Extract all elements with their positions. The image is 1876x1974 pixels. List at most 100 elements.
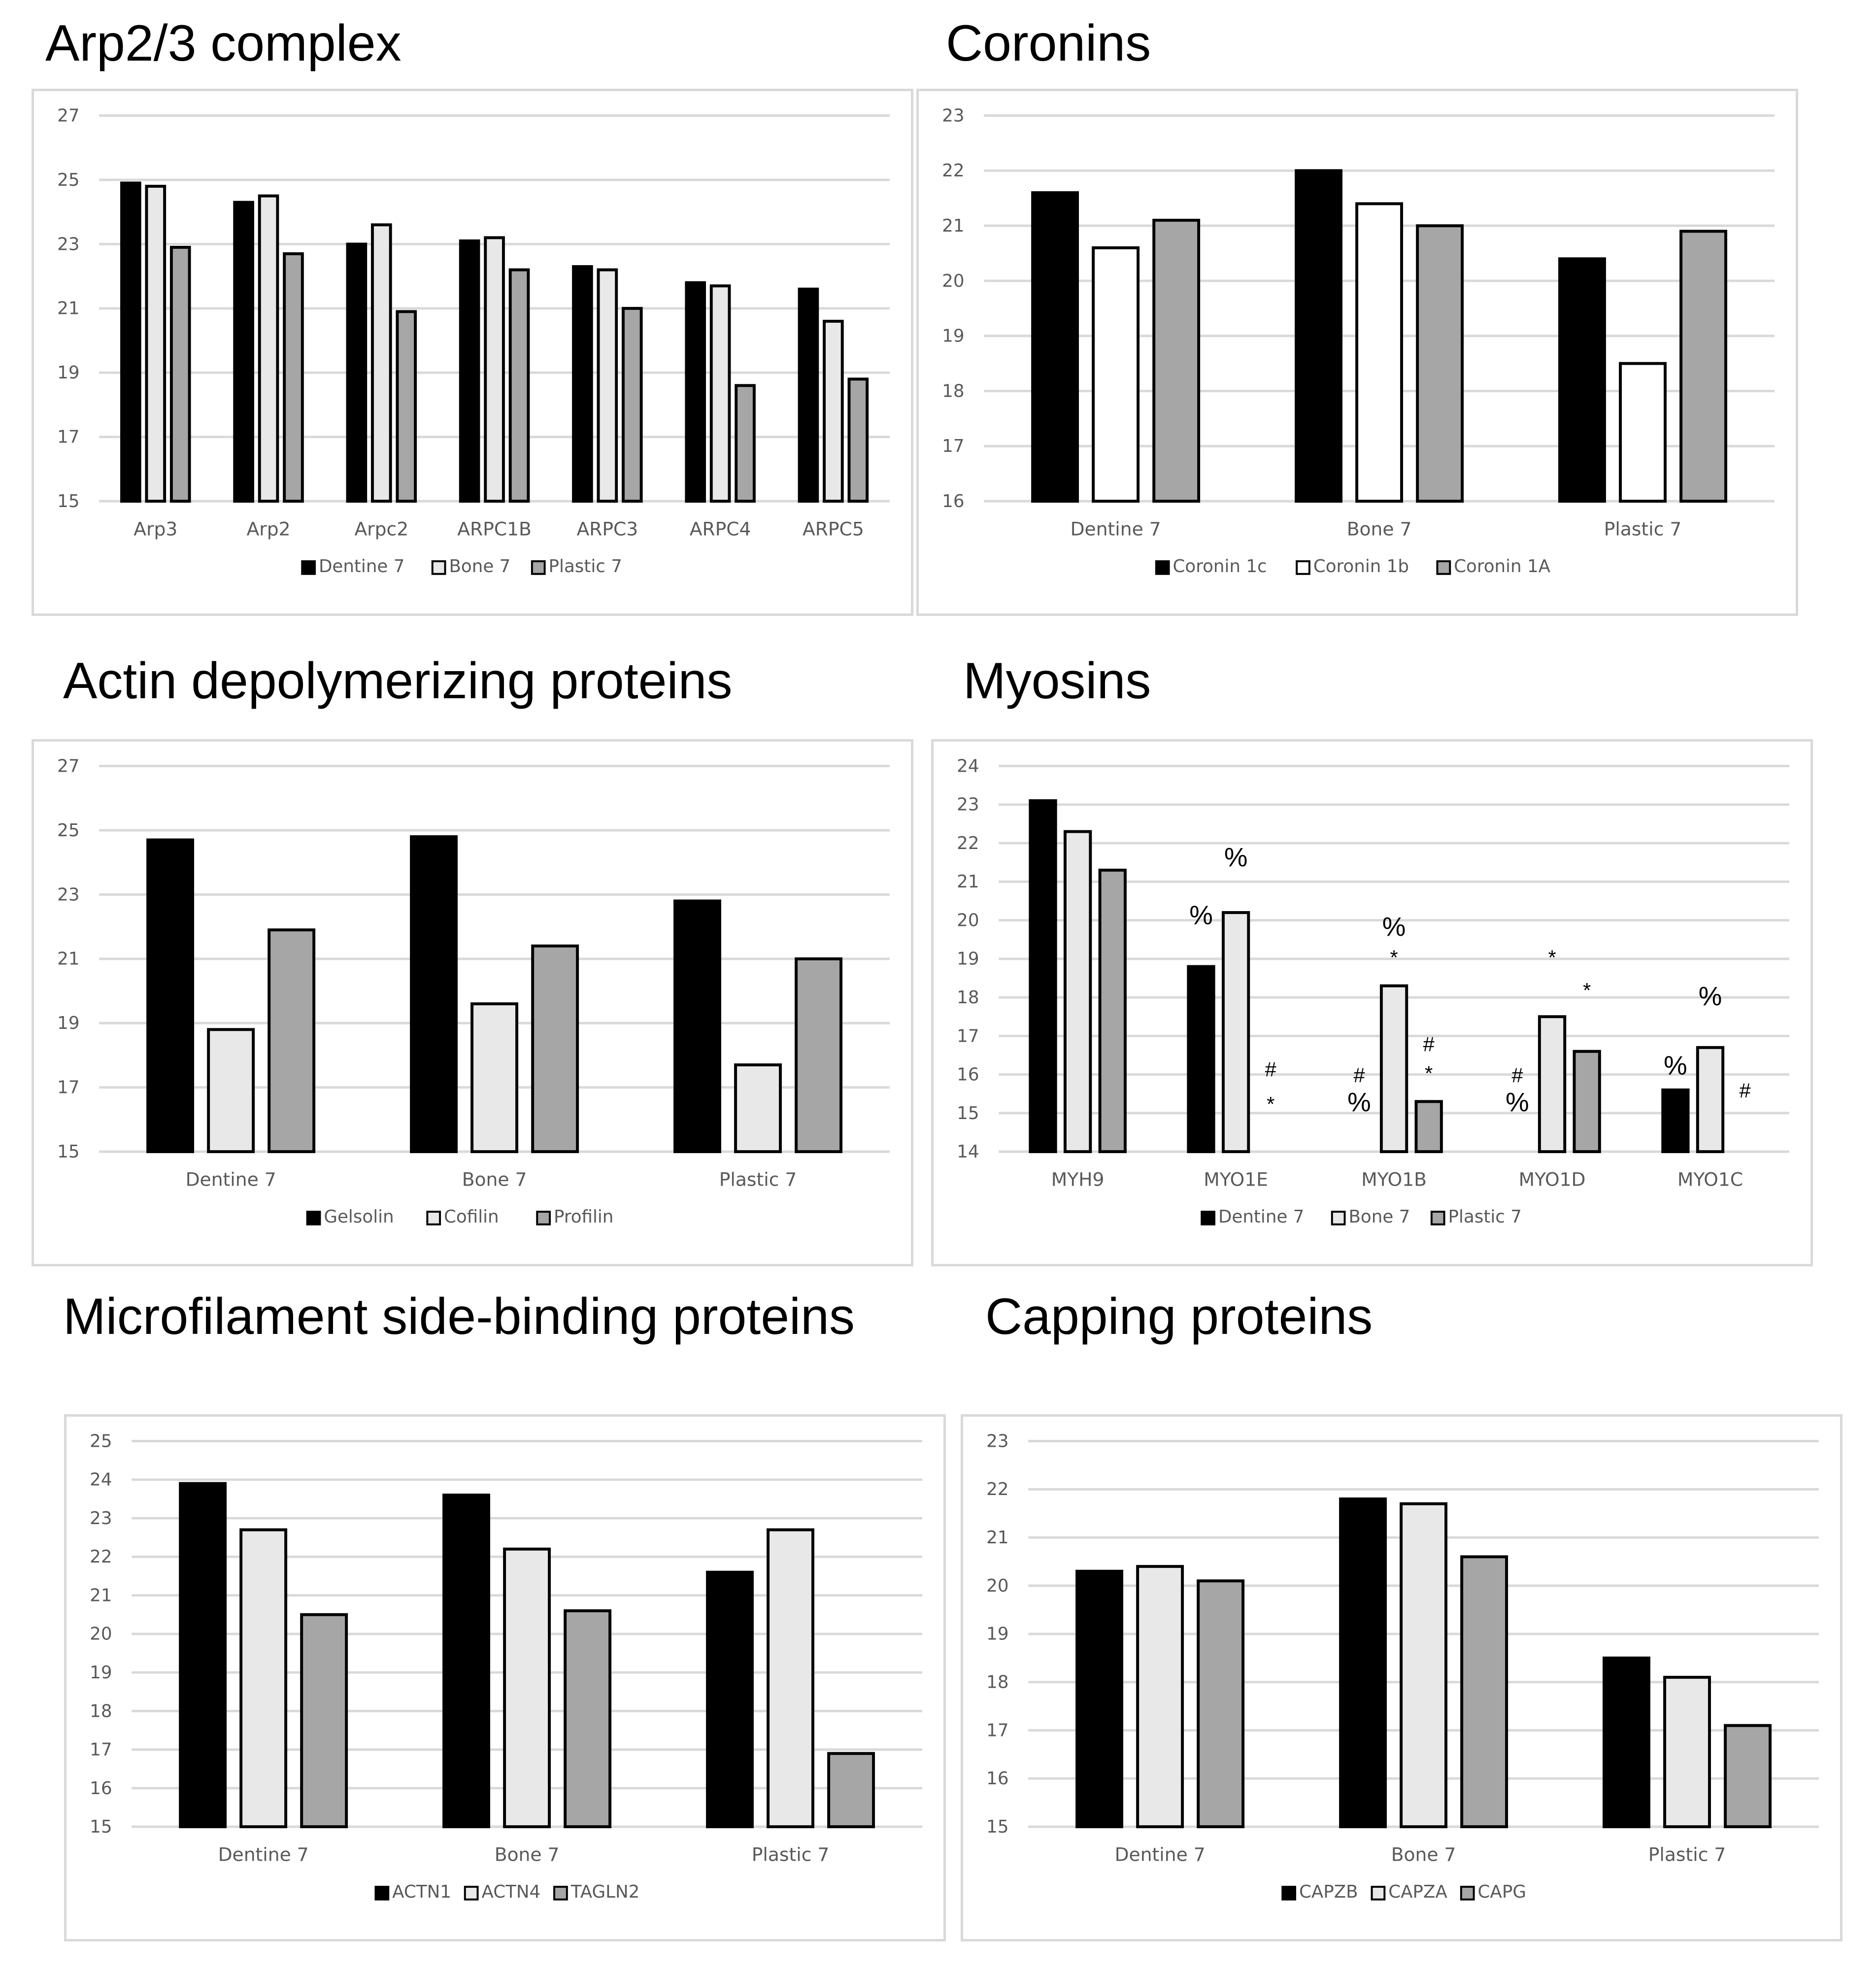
bar-bone-7-capg <box>1460 1555 1508 1829</box>
legend-swatch-plastic-7 <box>1430 1211 1445 1225</box>
legend-swatch-plastic-7 <box>531 560 546 575</box>
bar-arpc5-dentine-7 <box>798 287 819 503</box>
chart-microfilament-side-binding: 15 16 17 18 19 20 21 22 23 24 25 Dentine 7 Bone 7 Pla… <box>64 1414 946 1941</box>
legend-label-bone-7: Bone 7 <box>1348 1207 1410 1227</box>
bar-arpc4-dentine-7 <box>685 281 706 503</box>
bar-bone-7-coronin-1c <box>1295 169 1342 503</box>
panel-title-arp23: Arp2/3 complex <box>45 15 402 72</box>
bar-plastic-7-actn1 <box>706 1570 754 1829</box>
x-category-label: Arpc2 <box>354 518 408 540</box>
panel-title-myosins: Myosins <box>963 652 1151 710</box>
bar-bone-7-capzb <box>1339 1497 1387 1829</box>
legend-label-coronin-1a: Coronin 1A <box>1454 556 1551 577</box>
y-tick-label: 19 <box>942 326 964 346</box>
x-category-label: Bone 7 <box>495 1843 560 1865</box>
significance-marker: * <box>1425 1061 1433 1085</box>
bar-plastic-7-cofilin <box>734 1063 782 1154</box>
bar-dentine-7-coronin-1a <box>1152 218 1201 503</box>
adp-svg: 15 17 19 21 23 25 27 Dentine 7 Bone 7 Plastic 7 Ge… <box>57 756 890 1227</box>
bar-plastic-7-coronin-1a <box>1679 230 1728 503</box>
y-tick-label: 27 <box>57 756 79 776</box>
panel-title-capping: Capping proteins <box>985 1288 1373 1345</box>
bar-arpc3-plastic-7 <box>621 306 643 503</box>
y-tick-label: 23 <box>57 234 79 254</box>
legend-label-bone-7: Bone 7 <box>449 556 510 577</box>
bar-arpc3-bone-7 <box>597 268 618 503</box>
y-tick-label: 22 <box>942 161 964 181</box>
bar-plastic-7-capg <box>1724 1724 1772 1829</box>
bar-myh9-dentine-7 <box>1029 799 1057 1154</box>
y-tick-label: 18 <box>986 1672 1008 1693</box>
y-tick-label: 21 <box>90 1585 112 1605</box>
legend-label-tagln2: TAGLN2 <box>570 1882 640 1902</box>
y-tick-label: 22 <box>986 1479 1008 1499</box>
bar-bone-7-actn1 <box>442 1494 490 1829</box>
legend-swatch-profilin <box>536 1211 551 1225</box>
legend-swatch-coronin-1a <box>1436 560 1451 575</box>
y-tick-label: 17 <box>90 1740 112 1760</box>
legend-swatch-capg <box>1460 1886 1475 1901</box>
bar-arp2-dentine-7 <box>233 201 254 503</box>
legend-swatch-bone-7 <box>431 560 446 575</box>
y-tick-label: 22 <box>90 1547 112 1567</box>
panel-title-microfilament-side-binding: Microfilament side-binding proteins <box>63 1288 855 1345</box>
bar-dentine-7-capg <box>1197 1579 1245 1829</box>
y-tick-label: 16 <box>986 1769 1008 1789</box>
legend-swatch-actn1 <box>374 1886 390 1901</box>
panel-title-actin-depolymerizing: Actin depolymerizing proteins <box>63 652 733 710</box>
y-tick-label: 27 <box>57 105 79 126</box>
msbp-svg: 15 16 17 18 19 20 21 22 23 24 25 Dentine 7 Bone 7 Pla… <box>90 1431 923 1902</box>
bar-myo1b-bone-7 <box>1379 984 1408 1154</box>
bar-arpc4-plastic-7 <box>735 384 756 503</box>
x-category-label: MYO1B <box>1361 1168 1427 1190</box>
significance-marker: % <box>1506 1088 1529 1117</box>
myosins-svg: 14 15 16 17 18 19 20 21 22 23 24 MYH9 MYO1E MYO1B MYO1… <box>957 756 1790 1227</box>
x-category-label: MYO1E <box>1204 1168 1268 1190</box>
bar-myo1c-dentine-7 <box>1661 1088 1690 1154</box>
bar-plastic-7-coronin-1b <box>1619 362 1667 503</box>
bar-arpc2-bone-7 <box>371 223 392 503</box>
legend-label-dentine-7: Dentine 7 <box>1218 1207 1304 1227</box>
legend-label-plastic-7: Plastic 7 <box>1448 1207 1522 1227</box>
y-tick-label: 23 <box>957 795 979 815</box>
significance-marker: * <box>1548 946 1556 969</box>
bar-dentine-7-actn4 <box>239 1528 288 1829</box>
y-tick-label: 22 <box>957 833 979 853</box>
bar-arpc5-plastic-7 <box>847 377 869 503</box>
x-category-label: ARPC5 <box>803 518 864 540</box>
x-category-label: Plastic 7 <box>1604 518 1682 540</box>
bar-arpc5-bone-7 <box>823 319 844 503</box>
legend-swatch-bone-7 <box>1331 1211 1346 1225</box>
significance-marker: % <box>1382 913 1406 942</box>
bar-bone-7-cofilin <box>470 1002 519 1154</box>
y-tick-label: 20 <box>986 1576 1008 1596</box>
x-category-label: ARPC3 <box>576 518 638 540</box>
x-category-label: MYO1D <box>1519 1168 1586 1190</box>
y-tick-label: 18 <box>90 1701 112 1721</box>
bar-arp2-plastic-7 <box>283 252 304 503</box>
bar-myo1b-plastic-7 <box>1414 1100 1443 1154</box>
legend-swatch-coronin-1c <box>1155 560 1170 575</box>
y-tick-label: 24 <box>90 1470 112 1490</box>
legend-label-plastic-7: Plastic 7 <box>549 556 622 577</box>
y-tick-label: 15 <box>957 1103 979 1123</box>
significance-marker: # <box>1423 1033 1435 1056</box>
x-category-label: Plastic 7 <box>1648 1843 1726 1865</box>
x-category-label: ARPC4 <box>690 518 751 540</box>
y-tick-label: 23 <box>57 885 79 905</box>
chart-capping: 15 16 17 18 19 20 21 22 23 Dentine 7 Bone 7 Plastic… <box>961 1414 1842 1941</box>
significance-marker: # <box>1353 1063 1365 1087</box>
legend-label-coronin-1c: Coronin 1c <box>1173 556 1267 577</box>
legend-swatch-dentine-7 <box>301 560 316 575</box>
chart-coronins: 16 17 18 19 20 21 22 23 Dentine 7 Bone 7 Plastic 7… <box>916 89 1798 616</box>
bar-arpc2-plastic-7 <box>396 310 417 503</box>
y-tick-label: 17 <box>57 427 79 447</box>
y-tick-label: 25 <box>57 170 79 190</box>
y-tick-label: 19 <box>90 1663 112 1683</box>
bar-dentine-7-gelsolin <box>146 838 195 1154</box>
y-tick-label: 21 <box>957 872 979 892</box>
y-tick-label: 20 <box>942 271 964 291</box>
x-category-label: Dentine 7 <box>218 1843 309 1865</box>
legend-swatch-tagln2 <box>553 1886 568 1901</box>
significance-marker: * <box>1390 946 1398 969</box>
